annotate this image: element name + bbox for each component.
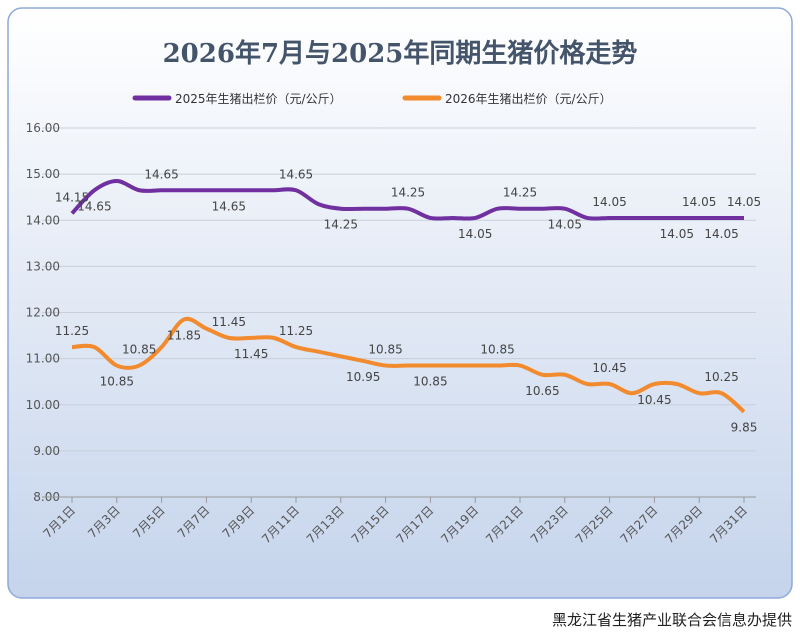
data-label: 11.45 (234, 347, 268, 361)
chart-title: 2026年7月与2025年同期生猪价格走势 (163, 38, 638, 69)
legend-label: 2026年生猪出栏价（元/公斤） (445, 91, 612, 106)
data-label: 14.05 (458, 227, 492, 241)
data-label: 14.65 (279, 167, 313, 181)
data-label: 10.85 (122, 343, 156, 357)
legend-label: 2025年生猪出栏价（元/公斤） (175, 91, 342, 106)
data-label: 14.25 (391, 186, 425, 200)
data-label: 10.65 (525, 384, 559, 398)
y-tick-label: 10.00 (26, 398, 60, 412)
data-label: 14.65 (212, 199, 246, 213)
data-label: 14.25 (324, 218, 358, 232)
y-tick-label: 11.00 (26, 352, 60, 366)
y-tick-label: 15.00 (26, 167, 60, 181)
data-label: 10.95 (346, 370, 380, 384)
data-label: 10.85 (413, 375, 447, 389)
data-label: 11.25 (55, 324, 89, 338)
chart-frame (7, 7, 793, 599)
y-tick-label: 9.00 (33, 444, 60, 458)
source-note: 黑龙江省生猪产业联合会信息办提供 (552, 611, 792, 629)
data-label: 14.05 (704, 227, 738, 241)
data-label: 10.25 (704, 370, 738, 384)
data-label: 10.45 (592, 361, 626, 375)
data-label: 14.25 (503, 186, 537, 200)
series-line (71, 316, 746, 414)
series-line (70, 179, 744, 221)
data-label: 10.85 (480, 343, 514, 357)
data-label: 14.05 (727, 195, 761, 209)
y-tick-label: 16.00 (26, 121, 60, 135)
y-tick-label: 13.00 (26, 259, 60, 273)
data-label: 10.45 (637, 393, 671, 407)
data-label: 10.85 (368, 343, 402, 357)
data-label: 14.65 (77, 199, 111, 213)
data-label: 10.85 (100, 375, 134, 389)
data-label: 11.85 (167, 328, 201, 342)
y-tick-label: 12.00 (26, 306, 60, 320)
data-label: 14.05 (548, 218, 582, 232)
data-label: 14.65 (144, 167, 178, 181)
data-label: 14.05 (660, 227, 694, 241)
data-label: 14.15 (55, 190, 89, 204)
data-label: 11.45 (212, 315, 246, 329)
y-tick-label: 14.00 (26, 213, 60, 227)
data-label: 14.05 (682, 195, 716, 209)
data-label: 14.05 (592, 195, 626, 209)
data-label: 9.85 (731, 421, 758, 435)
data-label: 11.25 (279, 324, 313, 338)
